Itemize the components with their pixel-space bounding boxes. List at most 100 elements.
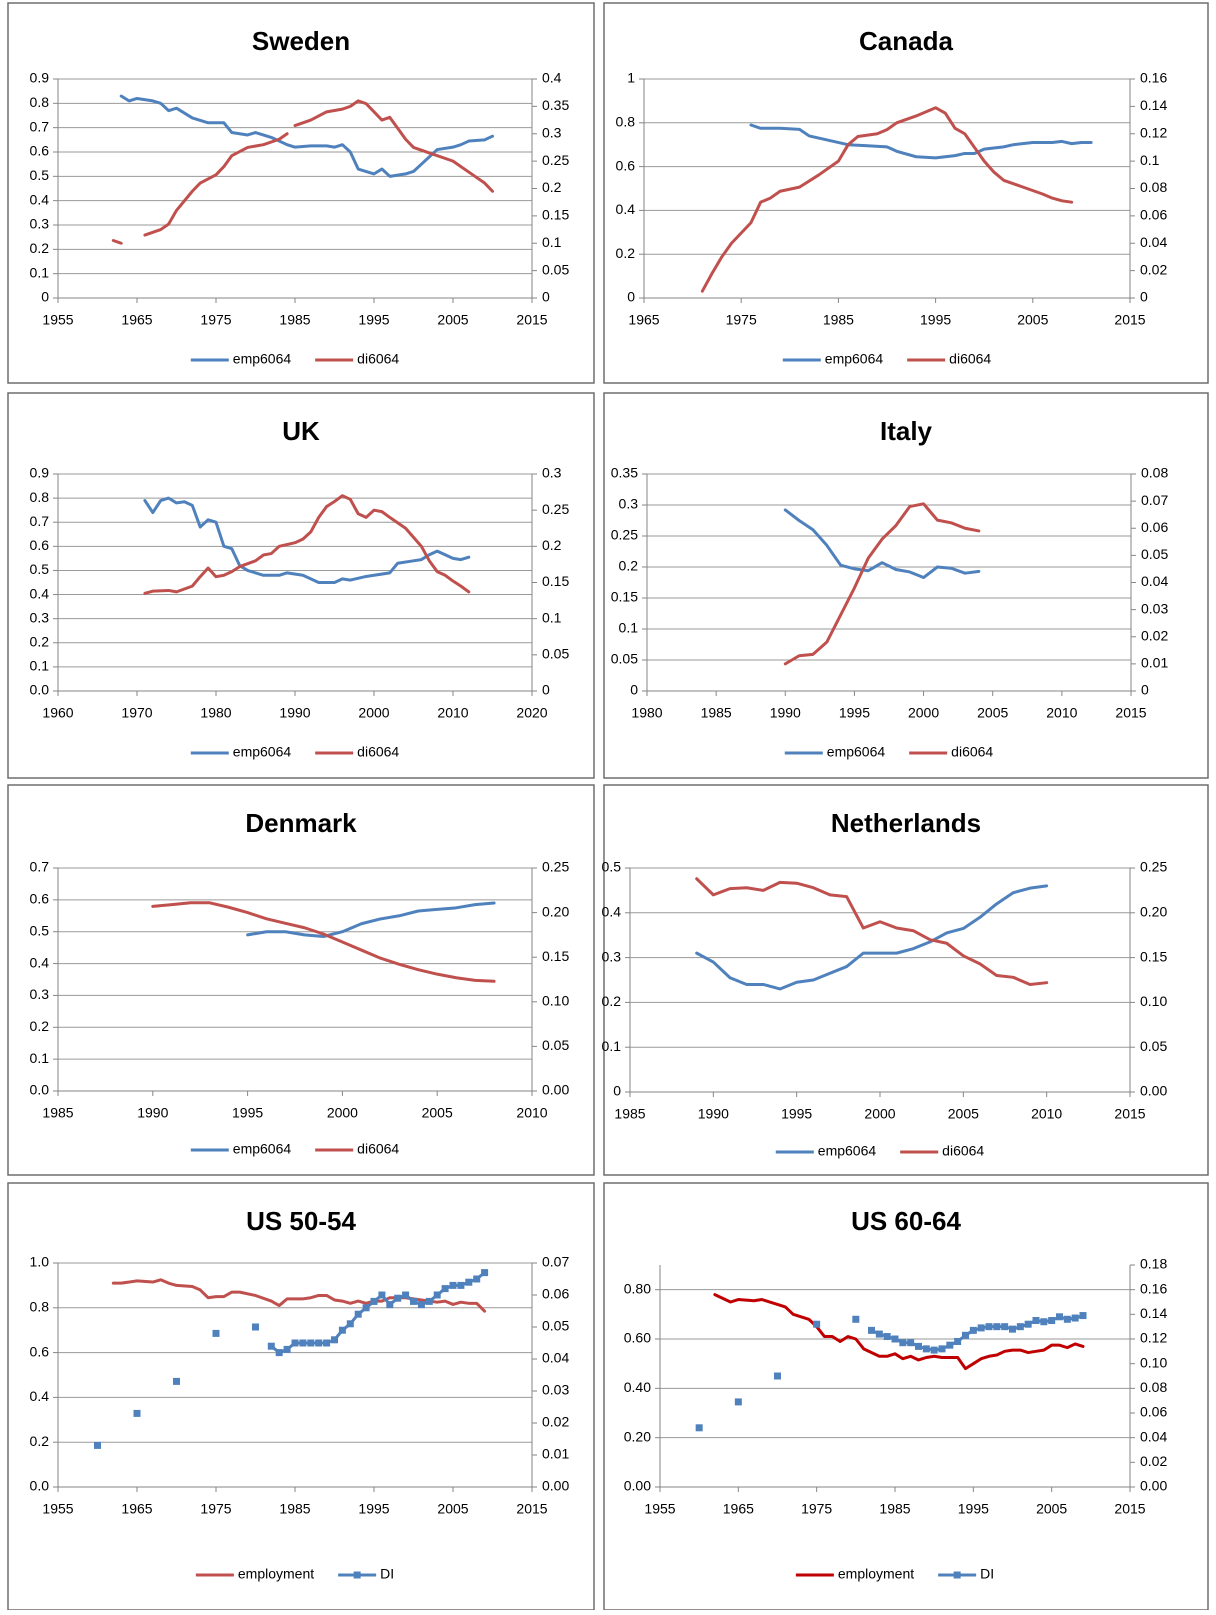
x-tick-label: 2000	[327, 1105, 358, 1121]
y-tick-label: 0.8	[616, 114, 636, 130]
legend: emp6064 di6064	[190, 351, 399, 367]
y2-tick-label: 0.06	[1140, 1404, 1167, 1420]
series-marker	[813, 1320, 821, 1328]
series-marker	[283, 1345, 291, 1353]
y2-tick-label: 0.06	[1141, 519, 1168, 535]
series-line	[700, 106, 1074, 293]
series-marker	[425, 1297, 433, 1305]
y-tick-label: 0.00	[624, 1478, 651, 1494]
y-tick-label: 0.80	[624, 1280, 651, 1296]
x-tick-label: 1995	[232, 1105, 263, 1121]
legend: emp6064 di6064	[775, 1143, 984, 1159]
x-tick-label: 1985	[42, 1105, 73, 1121]
x-tick-label: 1985	[823, 312, 854, 328]
y2-tick-label: 0.05	[542, 261, 569, 277]
series-marker	[315, 1339, 323, 1347]
y-tick-label: 0	[613, 1083, 621, 1099]
x-tick-label: 1965	[628, 312, 659, 328]
y-tick-label: 0.1	[30, 264, 50, 280]
chart-frame	[603, 392, 1209, 779]
series-marker	[985, 1323, 993, 1331]
series-line	[143, 494, 471, 595]
y-tick-label: 0.3	[619, 496, 639, 512]
legend-label: employment	[238, 1566, 314, 1582]
chart-title: Netherlands	[831, 808, 981, 838]
y-tick-label: 0.3	[602, 948, 622, 964]
legend: emp6064 di6064	[190, 744, 399, 760]
series-marker	[1001, 1323, 1009, 1331]
series-line	[783, 502, 981, 666]
y2-tick-label: 0.04	[1140, 1428, 1167, 1444]
series-marker	[774, 1372, 781, 1380]
x-tick-label: 2000	[864, 1106, 895, 1122]
y-tick-label: 0.5	[602, 859, 622, 875]
y2-tick-label: 0.08	[1141, 465, 1168, 481]
series-marker	[338, 1326, 346, 1334]
y2-tick-label: 0.05	[1140, 1038, 1167, 1054]
y2-tick-label: 0.00	[1140, 1478, 1167, 1494]
series-marker	[94, 1441, 101, 1449]
x-tick-label: 2000	[908, 705, 939, 721]
y2-tick-label: 0.00	[542, 1478, 569, 1494]
series-marker	[252, 1323, 259, 1331]
x-tick-label: 2005	[1017, 312, 1048, 328]
x-tick-label: 1980	[631, 705, 662, 721]
x-tick-label: 2015	[1114, 1501, 1145, 1517]
y2-tick-label: 0.01	[1141, 655, 1168, 671]
y-tick-label: 0	[630, 682, 638, 698]
y-tick-label: 0.35	[611, 465, 638, 481]
legend-marker	[953, 1571, 961, 1579]
y-tick-label: 0.7	[30, 859, 50, 875]
series-marker	[370, 1297, 378, 1305]
y2-tick-label: 0.02	[1140, 1453, 1167, 1469]
x-tick-label: 1990	[137, 1105, 168, 1121]
y2-tick-label: 0.02	[542, 1414, 569, 1430]
series-line	[713, 1293, 1085, 1371]
x-tick-label: 2005	[1036, 1501, 1067, 1517]
x-tick-label: 1995	[920, 312, 951, 328]
y2-tick-label: 0.2	[542, 537, 562, 553]
y-tick-label: 0.2	[619, 558, 639, 574]
y-tick-label: 0.2	[30, 1018, 50, 1034]
chart-title: Italy	[880, 416, 933, 446]
y2-tick-label: 0.1	[1140, 152, 1160, 168]
y2-tick-label: 0.04	[1140, 234, 1167, 250]
series-marker	[457, 1281, 465, 1289]
series-marker	[938, 1345, 946, 1353]
x-tick-label: 1995	[958, 1501, 989, 1517]
y-tick-label: 1.0	[30, 1254, 50, 1270]
x-tick-label: 1955	[42, 1501, 73, 1517]
x-tick-label: 1970	[121, 705, 152, 721]
y-tick-label: 0.8	[30, 1299, 50, 1315]
y2-tick-label: 0	[1140, 289, 1148, 305]
y2-tick-label: 0.08	[1140, 1379, 1167, 1395]
y-tick-label: 0.6	[616, 157, 636, 173]
series-marker	[299, 1339, 307, 1347]
series-line	[246, 901, 496, 938]
y-tick-label: 0.7	[30, 118, 50, 134]
series-marker	[449, 1281, 457, 1289]
y-tick-label: 0.15	[611, 589, 638, 605]
chart-frame	[603, 2, 1209, 384]
series-marker	[891, 1335, 899, 1343]
y-tick-label: 0.1	[30, 658, 50, 674]
y2-tick-label: 0.02	[1140, 261, 1167, 277]
x-tick-label: 2010	[1046, 705, 1077, 721]
chart-frame	[7, 1182, 595, 1611]
x-tick-label: 1975	[801, 1501, 832, 1517]
chart-title: Denmark	[245, 808, 357, 838]
legend-label: emp6064	[233, 351, 292, 367]
series-marker	[868, 1326, 875, 1334]
series-marker	[410, 1297, 417, 1305]
y2-tick-label: 0.2	[542, 179, 562, 195]
y2-tick-label: 0.10	[542, 993, 569, 1009]
series-marker	[1063, 1315, 1071, 1323]
y-tick-label: 0.2	[616, 245, 636, 261]
y-tick-label: 0.9	[30, 465, 50, 481]
series-marker	[1079, 1312, 1087, 1320]
y-tick-label: 0.25	[611, 527, 638, 543]
y-tick-label: 0.3	[30, 216, 50, 232]
x-tick-label: 2005	[948, 1106, 979, 1122]
